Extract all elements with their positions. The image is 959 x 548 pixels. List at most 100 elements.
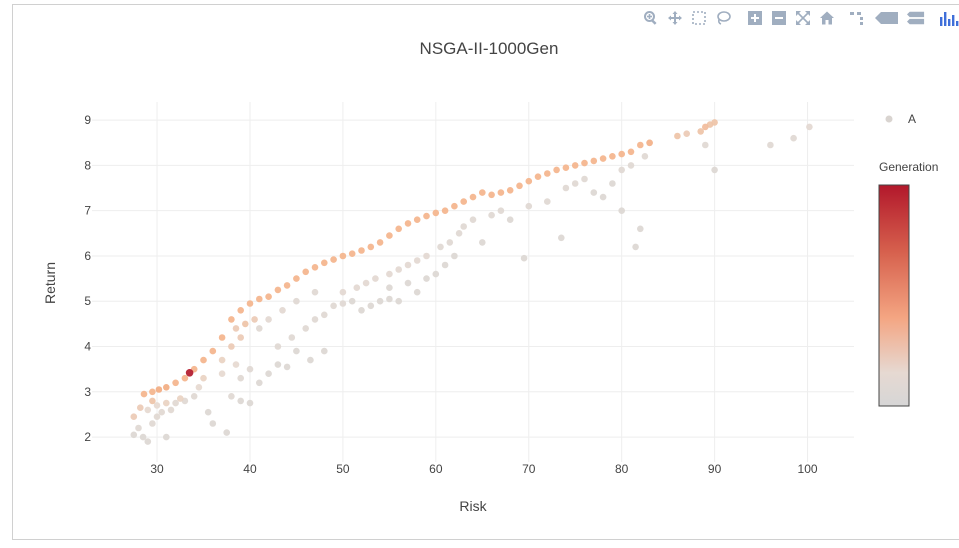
- scatter-point: [195, 384, 203, 391]
- y-axis-label: Return: [42, 262, 58, 304]
- scatter-point: [237, 397, 244, 405]
- zoom-in-icon[interactable]: [746, 8, 764, 28]
- scatter-point: [321, 347, 328, 355]
- y-axis-ticks: 2 3 4 5 6 7 8 9: [84, 113, 91, 444]
- scatter-point: [237, 307, 244, 314]
- scatter-point: [488, 211, 495, 219]
- scatter-point: [362, 279, 370, 287]
- x-tick-label: 100: [798, 462, 818, 476]
- scatter-point: [200, 356, 207, 364]
- x-tick-label: 60: [429, 462, 443, 476]
- scatter-point: [497, 207, 505, 214]
- scatter-point: [311, 288, 319, 296]
- scatter-point: [460, 198, 468, 205]
- scatter-point: [153, 402, 161, 409]
- scatter-point: [423, 275, 430, 282]
- lasso-select-icon[interactable]: [714, 8, 732, 28]
- scatter-point: [632, 243, 639, 251]
- legend[interactable]: A: [885, 112, 917, 126]
- scatter-point: [525, 202, 533, 210]
- y-tick-label: 4: [84, 340, 91, 354]
- scatter-point: [590, 189, 598, 196]
- x-tick-label: 50: [336, 462, 350, 476]
- scatter-point: [525, 177, 533, 185]
- autoscale-icon[interactable]: [794, 8, 812, 28]
- scatter-point: [130, 431, 138, 439]
- scatter-point: [637, 141, 644, 149]
- scatter-point: [581, 159, 588, 167]
- scatter-point: [140, 390, 148, 398]
- scatter-point: [232, 325, 240, 332]
- scatter-point: [321, 311, 328, 319]
- scatter-point: [432, 209, 440, 217]
- reset-axes-icon[interactable]: [818, 8, 836, 28]
- scatter-point: [488, 191, 495, 199]
- scatter-point: [806, 123, 813, 131]
- scatter-point: [228, 393, 235, 400]
- scatter-point: [255, 295, 263, 303]
- scatter-point: [520, 254, 528, 262]
- scatter-point: [288, 334, 296, 341]
- scatter-point: [163, 399, 170, 407]
- scatter-point: [386, 295, 393, 303]
- scatter-point: [158, 408, 165, 416]
- scatter-point: [697, 128, 704, 135]
- scatter-point: [386, 232, 393, 239]
- scatter-point: [149, 420, 156, 427]
- scatter-point: [330, 256, 337, 263]
- scatter-point: [283, 363, 291, 371]
- scatter-point: [144, 438, 152, 445]
- scatter-point: [646, 139, 653, 147]
- scatter-point: [367, 302, 375, 310]
- zoom-icon[interactable]: [642, 8, 660, 28]
- y-tick-label: 3: [84, 385, 91, 399]
- scatter-point: [265, 293, 272, 301]
- scatter-point: [386, 284, 393, 292]
- scatter-point: [209, 420, 217, 427]
- scatter-point: [437, 243, 444, 251]
- plotly-logo-icon[interactable]: [938, 8, 959, 28]
- scatter-point: [223, 429, 230, 436]
- x-tick-label: 30: [150, 462, 164, 476]
- pan-icon[interactable]: [666, 8, 684, 28]
- scatter-point: [302, 325, 310, 332]
- x-tick-label: 70: [522, 462, 536, 476]
- scatter-point: [204, 408, 212, 416]
- scatter-point: [242, 320, 249, 328]
- scatter-point: [339, 288, 347, 296]
- scatter-point: [144, 406, 152, 414]
- zoom-out-icon[interactable]: [770, 8, 788, 28]
- scatter-point: [246, 365, 254, 373]
- scatter-point: [149, 388, 156, 396]
- scatter-point: [441, 261, 449, 269]
- legend-marker: [885, 115, 893, 123]
- scatter-point: [627, 148, 635, 156]
- hover-compare-icon[interactable]: [906, 8, 926, 28]
- scatter-point: [163, 384, 170, 391]
- scatter-point: [441, 207, 449, 214]
- scatter-point: [451, 252, 458, 260]
- scatter-point: [237, 374, 244, 382]
- scatter-point: [163, 433, 170, 441]
- scatter-point: [432, 270, 440, 278]
- box-select-icon[interactable]: [690, 8, 708, 28]
- scatter-point: [395, 266, 403, 273]
- hover-closest-icon[interactable]: [874, 8, 900, 28]
- scatter-point: [246, 399, 254, 407]
- scatter-point: [558, 234, 565, 242]
- scatter-points: [130, 119, 813, 445]
- scatter-point: [516, 182, 523, 190]
- scatter-point: [451, 202, 458, 210]
- scatter-point: [228, 316, 235, 323]
- scatter-point: [423, 252, 430, 260]
- scatter-point: [446, 239, 454, 246]
- scatter-point: [293, 347, 300, 355]
- scatter-point: [321, 259, 328, 267]
- scatter-point: [149, 397, 156, 405]
- scatter-point: [609, 180, 616, 187]
- scatter-point: [218, 334, 226, 341]
- scatter-point: [367, 243, 375, 251]
- scatter-point: [683, 130, 690, 137]
- scatter-point: [232, 361, 240, 368]
- spike-lines-icon[interactable]: [848, 8, 866, 28]
